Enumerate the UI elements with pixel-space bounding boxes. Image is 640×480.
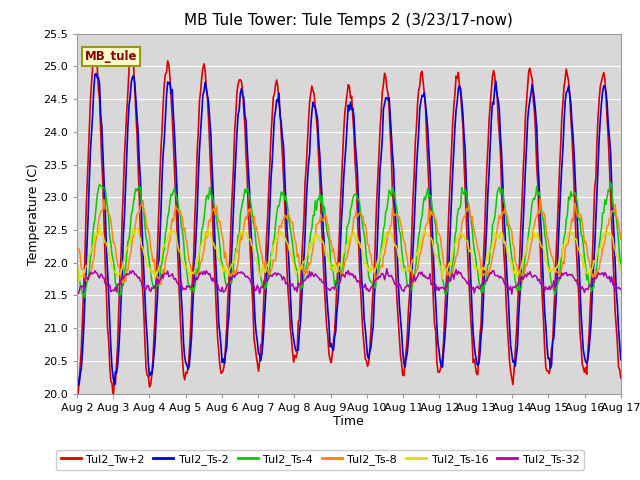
- Tul2_Tw+2: [91, 48, 99, 54]
- Tul2_Ts-4: [474, 268, 481, 274]
- Tul2_Ts-32: [383, 266, 390, 272]
- Tul2_Ts-32: [508, 291, 516, 297]
- Tul2_Ts-2: [569, 134, 577, 140]
- Tul2_Ts-16: [380, 242, 387, 248]
- Tul2_Ts-32: [378, 272, 385, 277]
- Tul2_Ts-16: [475, 268, 483, 274]
- Tul2_Ts-4: [73, 259, 81, 265]
- Tul2_Tw+2: [380, 82, 387, 87]
- Tul2_Ts-4: [303, 259, 311, 264]
- Tul2_Tw+2: [475, 350, 483, 356]
- Tul2_Tw+2: [109, 394, 117, 399]
- Tul2_Ts-32: [242, 274, 250, 280]
- Tul2_Ts-4: [617, 261, 625, 266]
- Tul2_Ts-16: [617, 265, 625, 271]
- Tul2_Ts-2: [244, 166, 252, 172]
- Tul2_Ts-16: [73, 264, 81, 270]
- Tul2_Tw+2: [244, 208, 252, 214]
- Tul2_Ts-8: [73, 242, 81, 248]
- Tul2_Ts-4: [243, 186, 251, 192]
- Tul2_Ts-16: [244, 236, 252, 242]
- Line: Tul2_Ts-8: Tul2_Ts-8: [77, 199, 621, 285]
- Tul2_Ts-32: [302, 276, 310, 281]
- Tul2_Ts-4: [81, 295, 88, 300]
- Line: Tul2_Ts-4: Tul2_Ts-4: [77, 182, 621, 298]
- Tul2_Ts-16: [305, 250, 312, 256]
- Line: Tul2_Ts-16: Tul2_Ts-16: [77, 225, 621, 282]
- Tul2_Ts-2: [73, 370, 81, 376]
- Tul2_Ts-8: [536, 196, 544, 202]
- Tul2_Ts-16: [76, 279, 83, 285]
- Tul2_Ts-8: [243, 216, 251, 222]
- Tul2_Ts-8: [569, 219, 577, 225]
- Tul2_Tw+2: [569, 159, 577, 165]
- Line: Tul2_Tw+2: Tul2_Tw+2: [77, 51, 621, 396]
- Tul2_Ts-2: [617, 357, 625, 363]
- Tul2_Ts-2: [305, 161, 312, 167]
- Tul2_Ts-2: [406, 320, 413, 325]
- Tul2_Ts-8: [378, 264, 386, 270]
- Line: Tul2_Ts-32: Tul2_Ts-32: [77, 269, 621, 294]
- Tul2_Ts-16: [95, 222, 103, 228]
- Tul2_Ts-16: [569, 230, 577, 236]
- Tul2_Tw+2: [305, 119, 312, 124]
- Tul2_Ts-8: [474, 244, 481, 250]
- Tul2_Ts-4: [378, 237, 386, 242]
- X-axis label: Time: Time: [333, 415, 364, 429]
- Tul2_Ts-8: [404, 268, 412, 274]
- Tul2_Ts-32: [569, 274, 577, 280]
- Tul2_Tw+2: [406, 291, 413, 297]
- Tul2_Ts-32: [404, 282, 412, 288]
- Tul2_Ts-8: [303, 271, 311, 276]
- Tul2_Ts-4: [568, 193, 576, 199]
- Tul2_Ts-4: [404, 284, 412, 290]
- Tul2_Ts-8: [157, 282, 164, 288]
- Tul2_Tw+2: [73, 387, 81, 393]
- Tul2_Ts-16: [406, 266, 413, 272]
- Tul2_Ts-2: [111, 382, 118, 388]
- Tul2_Ts-32: [73, 287, 81, 292]
- Tul2_Ts-8: [617, 236, 625, 242]
- Tul2_Ts-32: [474, 283, 481, 289]
- Tul2_Ts-2: [92, 71, 100, 76]
- Tul2_Ts-4: [607, 180, 614, 185]
- Tul2_Ts-2: [475, 361, 483, 367]
- Y-axis label: Temperature (C): Temperature (C): [27, 163, 40, 264]
- Title: MB Tule Tower: Tule Temps 2 (3/23/17-now): MB Tule Tower: Tule Temps 2 (3/23/17-now…: [184, 13, 513, 28]
- Line: Tul2_Ts-2: Tul2_Ts-2: [77, 73, 621, 385]
- Legend: Tul2_Tw+2, Tul2_Ts-2, Tul2_Ts-4, Tul2_Ts-8, Tul2_Ts-16, Tul2_Ts-32: Tul2_Tw+2, Tul2_Ts-2, Tul2_Ts-4, Tul2_Ts…: [56, 450, 584, 469]
- Text: MB_tule: MB_tule: [85, 50, 138, 63]
- Tul2_Tw+2: [617, 375, 625, 381]
- Tul2_Ts-32: [617, 287, 625, 292]
- Tul2_Ts-2: [380, 106, 387, 112]
